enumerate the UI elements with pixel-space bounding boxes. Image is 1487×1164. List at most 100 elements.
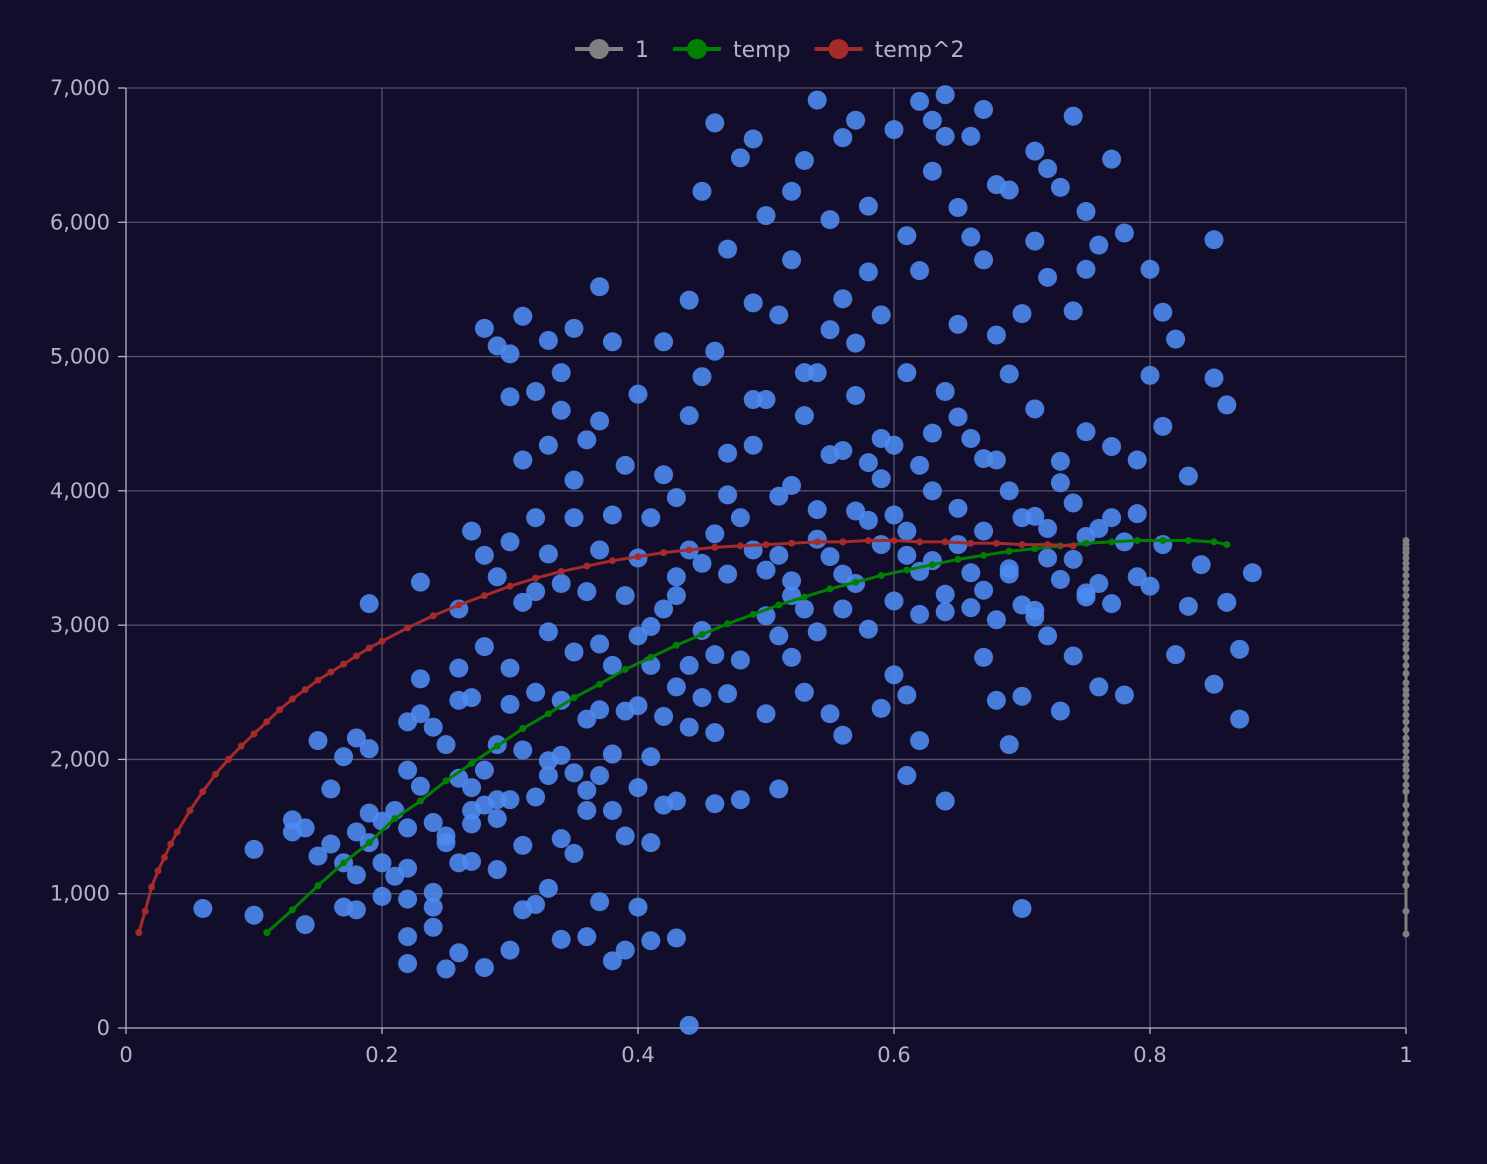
scatter-point (756, 560, 776, 580)
y-tick-label: 3,000 (50, 613, 110, 637)
scatter-point (666, 791, 686, 811)
scatter-point (1114, 223, 1134, 243)
legend-marker-swatch (687, 39, 707, 59)
series-marker (1402, 537, 1410, 545)
scatter-point (538, 435, 558, 455)
y-axis-ticks: 0 1,000 2,000 3,000 4,000 5,000 6,000 7,000 (50, 76, 126, 1040)
scatter-point (794, 599, 814, 619)
scatter-point (974, 647, 994, 667)
series-marker (1108, 538, 1116, 546)
scatter-point (679, 406, 699, 426)
scatter-point (1140, 259, 1160, 279)
series-marker (1402, 704, 1410, 712)
scatter-point (487, 809, 507, 829)
scatter-point (999, 180, 1019, 200)
series-marker (1082, 539, 1090, 547)
scatter-point (628, 778, 648, 798)
scatter-point (884, 591, 904, 611)
scatter-point (321, 779, 341, 799)
scatter-point (487, 567, 507, 587)
series-marker (685, 546, 693, 554)
legend-item[interactable]: temp (673, 38, 791, 63)
scatter-point (910, 731, 930, 751)
scatter-point (730, 650, 750, 670)
scatter-point (794, 682, 814, 702)
series-marker (1018, 541, 1026, 549)
legend-item[interactable]: temp^2 (814, 38, 965, 63)
series-marker (1044, 541, 1052, 549)
series-marker (1210, 538, 1218, 546)
scatter-point (487, 790, 507, 810)
series-marker (1402, 870, 1410, 878)
scatter-point (999, 559, 1019, 579)
scatter-point (526, 582, 546, 602)
scatter-point (756, 390, 776, 410)
scatter-point (935, 791, 955, 811)
scatter-point (922, 110, 942, 130)
series-marker (378, 637, 386, 645)
scatter-point (1012, 595, 1032, 615)
series-marker (570, 694, 578, 702)
series-marker (506, 582, 514, 590)
scatter-point (846, 110, 866, 130)
series-marker (199, 788, 207, 796)
scatter-point (666, 586, 686, 606)
scatter-point (474, 637, 494, 657)
scatter-point (910, 91, 930, 111)
legend-label: 1 (635, 38, 649, 63)
scatter-point (1063, 301, 1083, 321)
series-marker (967, 539, 975, 547)
series-marker (1402, 841, 1410, 849)
series-marker (237, 742, 245, 750)
scatter-point (666, 567, 686, 587)
scatter-point (449, 943, 469, 963)
series-marker (1159, 537, 1167, 545)
series-marker (160, 853, 168, 861)
scatter-point (948, 498, 968, 518)
scatter-point (628, 897, 648, 917)
scatter-point (462, 778, 482, 798)
y-tick-label: 5,000 (50, 345, 110, 369)
scatter-point (794, 363, 814, 383)
scatter-point (1089, 574, 1109, 594)
scatter-point (1050, 451, 1070, 471)
series-marker (1402, 627, 1410, 635)
scatter-point (1012, 304, 1032, 324)
series-marker (1402, 613, 1410, 621)
legend-item[interactable]: 1 (575, 38, 649, 63)
scatter-point (564, 642, 584, 662)
series-marker (1402, 829, 1410, 837)
scatter-point (423, 917, 443, 937)
scatter-point (884, 665, 904, 685)
series-temp^2 (135, 537, 1077, 937)
scatter-point (398, 760, 418, 780)
scatter-point (846, 386, 866, 406)
scatter-point (513, 740, 533, 760)
series-marker (1402, 810, 1410, 818)
legend[interactable]: 1 temp temp^2 (575, 38, 965, 63)
x-tick-label: 0.2 (365, 1043, 398, 1067)
scatter-point (986, 610, 1006, 630)
legend-marker-swatch (589, 39, 609, 59)
series-marker (1402, 907, 1410, 915)
scatter-point (807, 90, 827, 110)
y-tick-label: 7,000 (50, 76, 110, 100)
scatter-point (794, 406, 814, 426)
scatter-point (577, 430, 597, 450)
scatter-point (666, 677, 686, 697)
scatter-point (590, 411, 610, 431)
scatter-point (1025, 399, 1045, 419)
scatter-point (1204, 368, 1224, 388)
scatter-point (615, 455, 635, 475)
scatter-point (1089, 235, 1109, 255)
y-tick-label: 2,000 (50, 747, 110, 771)
scatter-point (718, 443, 738, 463)
scatter-point (1038, 548, 1058, 568)
scatter-point (833, 725, 853, 745)
scatter-point (1050, 473, 1070, 493)
scatter-point (1076, 527, 1096, 547)
scatter-point (295, 818, 315, 838)
scatter-point (1050, 177, 1070, 197)
